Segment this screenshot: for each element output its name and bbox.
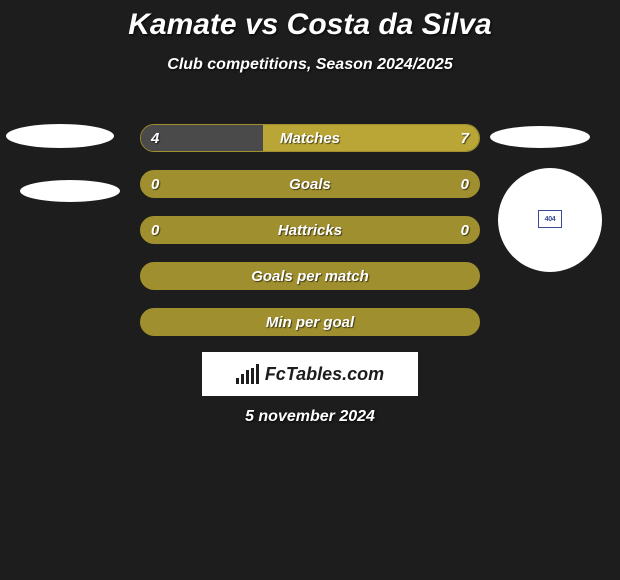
comparison-infographic: Kamate vs Costa da Silva Club competitio… [0, 0, 620, 580]
badge-inner-icon: 404 [538, 210, 562, 228]
logo-bar [246, 370, 249, 384]
stat-row: 00Hattricks [140, 216, 480, 244]
player2-badge [490, 126, 590, 148]
player1-badge [20, 180, 120, 202]
badge-inner-text: 404 [545, 216, 556, 223]
stat-row: Goals per match [140, 262, 480, 290]
logo-bars-icon [236, 364, 259, 384]
subtitle: Club competitions, Season 2024/2025 [0, 56, 620, 74]
stat-label: Min per goal [141, 309, 479, 336]
stat-row: 47Matches [140, 124, 480, 152]
footer-date: 5 november 2024 [0, 408, 620, 426]
logo-bar [256, 364, 259, 384]
logo-bar [241, 374, 244, 384]
footer-logo: FcTables.com [202, 352, 418, 396]
stat-label: Goals [141, 171, 479, 198]
logo-bar [236, 378, 239, 384]
player2-badge: 404 [498, 168, 602, 272]
stat-label: Goals per match [141, 263, 479, 290]
footer-logo-text: FcTables.com [265, 364, 384, 385]
stat-label: Hattricks [141, 217, 479, 244]
player1-badge [6, 124, 114, 148]
logo-bar [251, 368, 254, 384]
stat-row: 00Goals [140, 170, 480, 198]
stat-row: Min per goal [140, 308, 480, 336]
stat-label: Matches [141, 125, 479, 152]
page-title: Kamate vs Costa da Silva [0, 0, 620, 42]
